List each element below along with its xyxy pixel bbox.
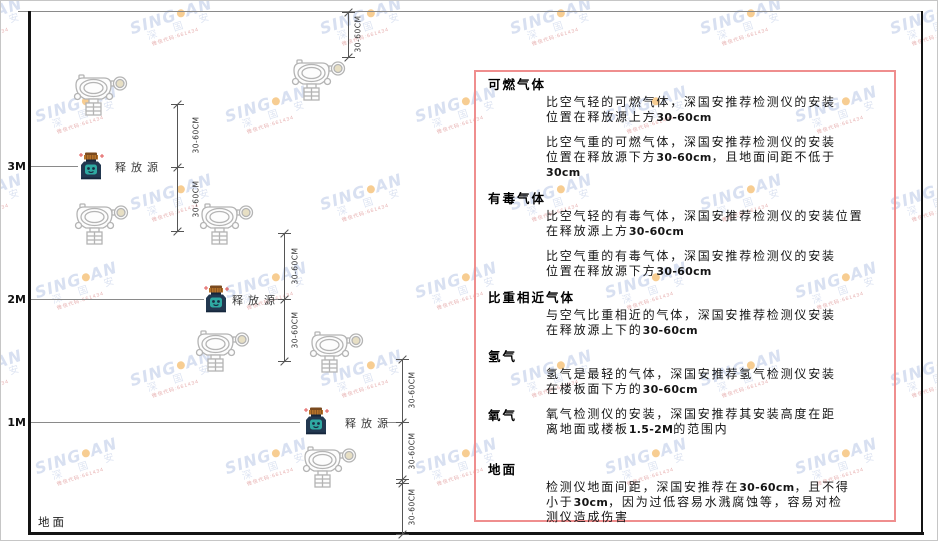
guideline-section: 氢气氢气是最轻的气体，深国安推荐氢气检测仪安装 在楼板面下方的30-60cm [488, 348, 886, 397]
gas-detector-glyph [309, 331, 363, 373]
wall-axis-line [28, 11, 31, 535]
guideline-line: 离地面或楼板1.5-2M的范围内 [546, 422, 729, 436]
dimension-range-label: 30-60CM [191, 116, 201, 154]
gas-detector-icon [302, 445, 358, 496]
guideline-paragraph: 比空气重的可燃气体，深国安推荐检测仪的安装 位置在释放源下方30-60cm，且地面… [546, 135, 886, 180]
release-source-icon [77, 151, 105, 186]
dimension-range-label: 30-60CM [407, 432, 417, 470]
section-body: 氧气检测仪的安装，深国安推荐其安装高度在距 离地面或楼板1.5-2M的范围内 [546, 407, 836, 447]
guideline-line: 小于30cm，因为过低容易水溅腐蚀等，容易对检 [546, 495, 843, 509]
gas-detector-glyph [291, 59, 345, 101]
guideline-section: 有毒气体比空气轻的有毒气体，深国安推荐检测仪的安装位置 在释放源上方30-60cm… [488, 190, 886, 279]
ground-label: 地面 [38, 515, 67, 529]
guideline-paragraph: 氢气是最轻的气体，深国安推荐氢气检测仪安装 在楼板面下方的30-60cm [546, 367, 886, 397]
release-source-glyph [204, 285, 229, 313]
guideline-line: 位置在释放源下方30-60cm，且地面间距不低于 [546, 150, 836, 164]
gas-detector-icon [73, 73, 129, 124]
guideline-line: 氧气检测仪的安装，深国安推荐其安装高度在距 [546, 407, 836, 421]
guideline-line: 比空气轻的有毒气体，深国安推荐检测仪的安装位置 [546, 209, 864, 223]
guideline-line: 位置在释放源下方30-60cm [546, 264, 712, 278]
gas-detector-glyph [199, 203, 253, 245]
guideline-line: 比空气重的有毒气体，深国安推荐检测仪的安装 [546, 249, 836, 263]
right-frame-line [921, 11, 923, 535]
release-source-label: 释放源 [232, 294, 280, 307]
guideline-paragraph: 比空气重的有毒气体，深国安推荐检测仪的安装 位置在释放源下方30-60cm [546, 249, 886, 279]
gas-detector-glyph [195, 330, 249, 372]
level-line [382, 422, 402, 423]
release-source-label: 释放源 [115, 161, 163, 174]
section-heading: 氧气 [488, 408, 518, 423]
dimension-range-label: 30-60CM [407, 488, 417, 526]
guideline-paragraph: 检测仪地面间距，深国安推荐在30-60cm，且不得 小于30cm，因为过低容易水溅… [546, 480, 886, 525]
gas-detector-icon [74, 202, 130, 253]
guideline-line: 30cm [546, 166, 581, 179]
release-source-glyph [79, 152, 104, 180]
guideline-section: 地面检测仪地面间距，深国安推荐在30-60cm，且不得 小于30cm，因为过低容易… [488, 461, 886, 525]
guideline-line: 位置在释放源上方30-60cm [546, 110, 712, 124]
release-source-icon [202, 284, 230, 319]
guideline-paragraph: 氧气检测仪的安装，深国安推荐其安装高度在距 离地面或楼板1.5-2M的范围内 [546, 407, 836, 437]
guideline-section: 可燃气体比空气轻的可燃气体，深国安推荐检测仪的安装 位置在释放源上方30-60cm… [488, 76, 886, 180]
ceiling-line [18, 11, 922, 12]
release-source-glyph [304, 407, 329, 435]
section-heading: 比重相近气体 [488, 290, 576, 305]
guideline-line: 在释放源上方30-60cm [546, 224, 685, 238]
level-line [268, 299, 284, 300]
gas-detector-icon [309, 330, 365, 381]
release-source-label: 释放源 [345, 417, 393, 430]
gas-detector-glyph [73, 74, 127, 116]
gas-detector-icon [291, 58, 347, 109]
level-line [31, 166, 78, 167]
section-heading: 有毒气体 [488, 191, 547, 206]
guideline-line: 检测仪地面间距，深国安推荐在30-60cm，且不得 [546, 480, 850, 494]
section-heading: 地面 [488, 462, 518, 477]
guideline-line: 比空气轻的可燃气体，深国安推荐检测仪的安装 [546, 95, 836, 109]
installation-guideline-panel: 可燃气体比空气轻的可燃气体，深国安推荐检测仪的安装 位置在释放源上方30-60cm… [474, 70, 896, 525]
guideline-section: 比重相近气体与空气比重相近的气体，深国安推荐检测仪安装 在释放源上下的30-60c… [488, 289, 886, 338]
gas-detector-glyph [302, 446, 356, 488]
guideline-paragraph: 与空气比重相近的气体，深国安推荐检测仪安装 在释放源上下的30-60cm [546, 308, 886, 338]
level-line [31, 422, 300, 423]
level-line [31, 299, 204, 300]
guideline-line: 在释放源上下的30-60cm [546, 323, 698, 337]
dimension-range-label: 30-60CM [290, 247, 300, 285]
axis-height-label: 1M [7, 416, 26, 429]
guideline-section: 氧气 氧气检测仪的安装，深国安推荐其安装高度在距 离地面或楼板1.5-2M的范围内 [488, 407, 886, 447]
dimension-line [402, 359, 403, 534]
gas-detector-icon [199, 202, 255, 253]
gas-detector-glyph [74, 203, 128, 245]
section-heading: 氢气 [488, 349, 518, 364]
guideline-line: 在楼板面下方的30-60cm [546, 382, 698, 396]
dimension-line [348, 12, 349, 57]
axis-height-label: 2M [7, 293, 26, 306]
release-source-icon [302, 406, 330, 441]
section-heading: 可燃气体 [488, 77, 547, 92]
dimension-range-label: 30-60CM [353, 15, 363, 53]
guideline-line: 与空气比重相近的气体，深国安推荐检测仪安装 [546, 308, 836, 322]
guideline-paragraph: 比空气轻的有毒气体，深国安推荐检测仪的安装位置 在释放源上方30-60cm [546, 209, 886, 239]
guideline-line: 比空气重的可燃气体，深国安推荐检测仪的安装 [546, 135, 836, 149]
guideline-line: 氢气是最轻的气体，深国安推荐氢气检测仪安装 [546, 367, 836, 381]
guideline-line: 测仪造成伤害 [546, 510, 629, 524]
gas-detector-icon [195, 329, 251, 380]
guideline-paragraph: 比空气轻的可燃气体，深国安推荐检测仪的安装 位置在释放源上方30-60cm [546, 95, 886, 125]
dimension-range-label: 30-60CM [290, 311, 300, 349]
dimension-range-label: 30-60CM [407, 371, 417, 409]
axis-height-label: 3M [7, 160, 26, 173]
ground-line [28, 532, 924, 535]
